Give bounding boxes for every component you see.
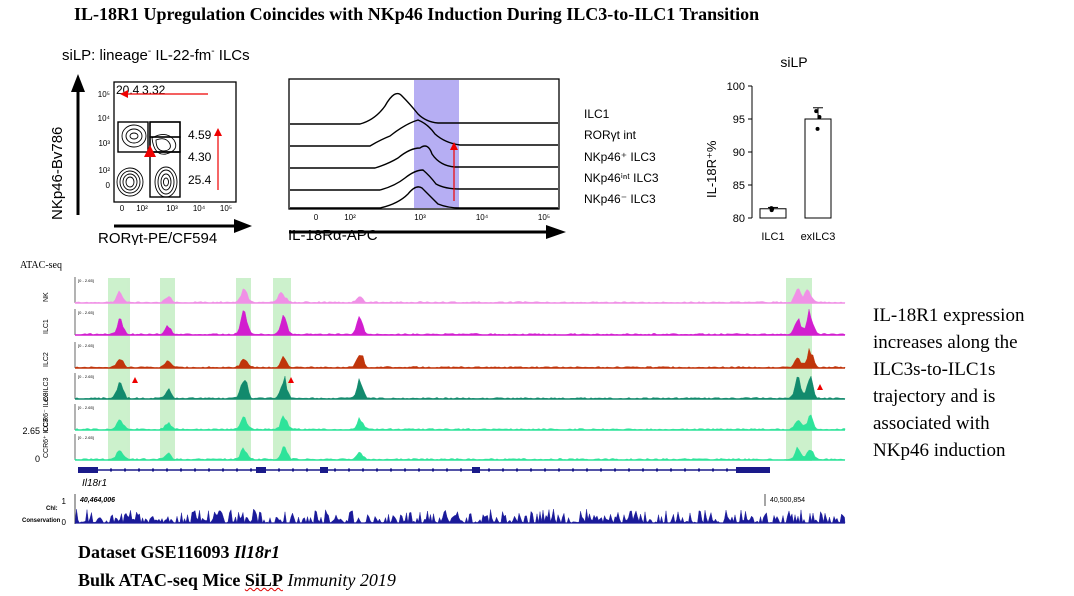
svg-text:10²: 10² <box>136 204 148 213</box>
svg-text:10⁵: 10⁵ <box>220 204 232 213</box>
cons-bottom: 0 <box>62 518 67 527</box>
flow-xticks: 0 10² 10³ 10⁴ 10⁵ <box>120 204 232 213</box>
svg-text:NKp46⁺ ILC3: NKp46⁺ ILC3 <box>584 150 656 164</box>
bar-chart-xticks: ILC1 exILC3 <box>761 231 835 243</box>
svg-text:10⁵: 10⁵ <box>98 90 110 99</box>
bar-category-exilc3: exILC3 <box>801 231 836 243</box>
footer-citation: Bulk ATAC-seq Mice SiLP Immunity 2019 <box>78 570 396 591</box>
atac-track-4: [0 - 2.65] <box>75 404 845 430</box>
svg-text:ILC1: ILC1 <box>584 107 610 121</box>
flow-yticks: 10⁵ 10⁴ 10³ 10² 0 <box>98 90 111 190</box>
histogram-xlabel: IL-18Rα-APC <box>288 227 378 244</box>
atac-track-5: [0 - 2.65] <box>75 434 845 460</box>
bar-chart-yticks: 80 85 90 95 100 <box>727 81 752 225</box>
svg-text:10²: 10² <box>98 166 110 175</box>
atac-label: ATAC-seq <box>20 260 62 271</box>
svg-text:10²: 10² <box>344 213 356 222</box>
atac-tracks: [0 - 2.65] [0 - 2.65] [0 - 2.65] [0 - 2.65]… <box>20 272 850 536</box>
svg-text:RORγt int: RORγt int <box>584 128 637 142</box>
svg-text:10⁵: 10⁵ <box>538 213 550 222</box>
svg-text:[0 - 2.65]: [0 - 2.65] <box>78 278 94 283</box>
bar-ytick: 95 <box>733 114 745 126</box>
flow-xlabel: RORγt-PE/CF594 <box>98 230 217 245</box>
cons-top: 1 <box>62 497 67 506</box>
footer-dataset: Dataset GSE116093 Il18r1 <box>78 542 280 563</box>
svg-text:[0 - 2.65]: [0 - 2.65] <box>78 374 94 379</box>
histogram-xticks: 0 10² 10³ 10⁴ 10⁵ <box>314 213 550 222</box>
svg-text:[0 - 2.65]: [0 - 2.65] <box>78 435 94 440</box>
atac-track-labels: NK ILC1 ILC2 ex-ILC3 CCR6⁻ ILC3 CCR6⁺ IL… <box>43 292 50 458</box>
svg-text:ILC1: ILC1 <box>43 319 50 334</box>
bar-chart: siLP IL-18R⁺% 80 85 90 95 100 ILC1 exILC3 <box>700 48 860 248</box>
svg-text:CCR6⁺ ILC3: CCR6⁺ ILC3 <box>43 418 50 458</box>
data-point <box>814 109 818 113</box>
bar-ytick: 90 <box>733 147 745 159</box>
gene-name: Il18r1 <box>82 478 107 489</box>
coord-left: 40,464,006 <box>79 497 115 504</box>
svg-text:0: 0 <box>106 181 111 190</box>
svg-text:NK: NK <box>43 292 50 302</box>
bar-exilc3 <box>805 119 831 218</box>
svg-text:10³: 10³ <box>98 139 110 148</box>
gate-nkp46-neg: 25.4 <box>188 173 212 187</box>
bar-chart-ylabel: IL-18R⁺% <box>704 140 719 198</box>
svg-text:ILC2: ILC2 <box>43 352 50 367</box>
atac-track-3: [0 - 2.65] <box>75 373 845 399</box>
svg-text:[0 - 2.65]: [0 - 2.65] <box>78 343 94 348</box>
bar-chart-title: siLP <box>780 54 807 70</box>
svg-text:0: 0 <box>314 213 319 222</box>
cons-label-1: Chl: <box>46 506 58 512</box>
svg-text:NKp46⁻ ILC3: NKp46⁻ ILC3 <box>584 192 656 206</box>
svg-text:10⁴: 10⁴ <box>476 213 489 222</box>
svg-text:10³: 10³ <box>414 213 426 222</box>
data-point <box>770 207 774 211</box>
svg-text:10⁴: 10⁴ <box>193 204 206 213</box>
bar-category-ilc1: ILC1 <box>761 231 784 243</box>
data-point <box>816 127 820 131</box>
svg-text:10⁴: 10⁴ <box>98 114 111 123</box>
bar-ytick: 85 <box>733 180 745 192</box>
conservation-track <box>75 509 845 523</box>
flow-contours <box>117 125 177 197</box>
data-point <box>817 115 821 119</box>
atac-scale-bottom: 0 <box>35 454 40 464</box>
gate-nkp46-pos: 4.59 <box>188 128 212 142</box>
histogram-plot: ILC1 RORγt int NKp46⁺ ILC3 NKp46ⁱⁿᵗ ILC3… <box>280 76 700 246</box>
atac-scale-top: 2.65 <box>22 426 40 436</box>
atac-track-0: [0 - 2.65] <box>75 277 845 303</box>
atac-highlights <box>108 278 812 461</box>
cons-label-2: Conservation <box>22 518 61 524</box>
gate-rorgt-int: 3.32 <box>142 83 166 97</box>
side-text: IL-18R1 expression increases along the I… <box>873 302 1068 464</box>
coord-right: 40,500,854 <box>770 497 805 504</box>
svg-text:NKp46ⁱⁿᵗ ILC3: NKp46ⁱⁿᵗ ILC3 <box>584 171 659 185</box>
flow-ylabel: NKp46-Bv786 <box>49 127 66 220</box>
bar-ytick: 100 <box>727 81 745 93</box>
gene-model <box>78 467 770 473</box>
svg-text:10³: 10³ <box>166 204 178 213</box>
figure-title: IL-18R1 Upregulation Coincides with NKp4… <box>74 4 759 25</box>
atac-track-2: [0 - 2.65] <box>75 342 845 368</box>
atac-track-1: [0 - 2.65] <box>75 309 845 335</box>
svg-text:[0 - 2.65]: [0 - 2.65] <box>78 405 94 410</box>
gate-nkp46-int: 4.30 <box>188 150 212 164</box>
svg-text:0: 0 <box>120 204 125 213</box>
histogram-labels: ILC1 RORγt int NKp46⁺ ILC3 NKp46ⁱⁿᵗ ILC3… <box>584 107 659 206</box>
svg-text:[0 - 2.65]: [0 - 2.65] <box>78 310 94 315</box>
bar-ytick: 80 <box>733 213 745 225</box>
flow-plot: NKp46-Bv786 10⁵ 10⁴ 10³ 10² 0 0 10² 10³ … <box>40 60 260 245</box>
